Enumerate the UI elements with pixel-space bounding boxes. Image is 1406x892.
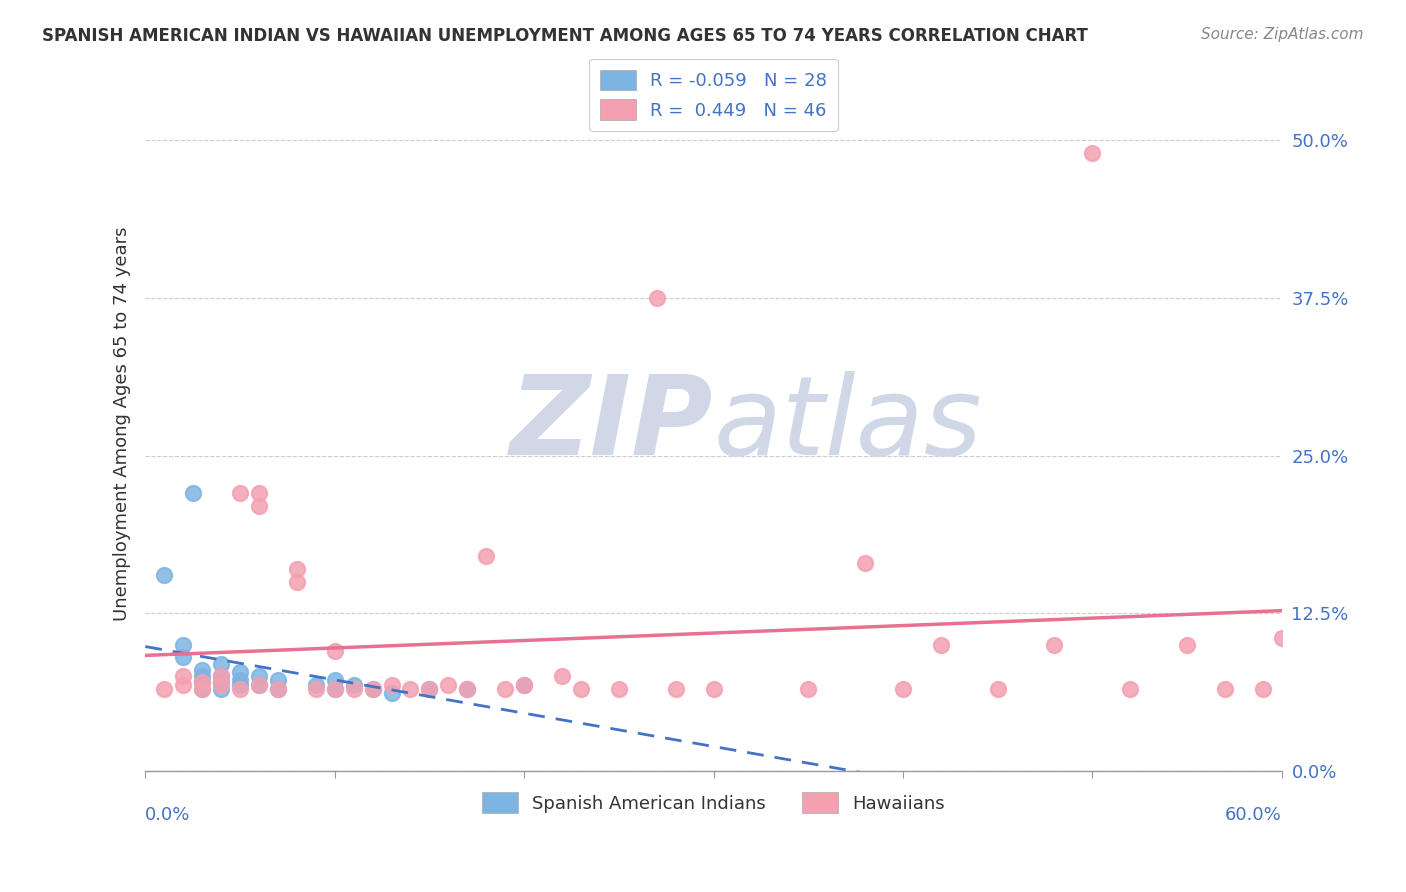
Point [191, 675, 214, 690]
Point [361, 681, 384, 696]
Point [1213, 681, 1236, 696]
Text: 60.0%: 60.0% [1225, 806, 1282, 824]
Point [513, 678, 536, 692]
Legend: Spanish American Indians, Hawaiians: Spanish American Indians, Hawaiians [471, 781, 956, 824]
Point [418, 681, 440, 696]
Point [229, 486, 252, 500]
Point [343, 678, 366, 692]
Point [1119, 681, 1142, 696]
Point [191, 663, 214, 677]
Point [209, 681, 232, 696]
Point [172, 678, 194, 692]
Point [343, 681, 366, 696]
Text: SPANISH AMERICAN INDIAN VS HAWAIIAN UNEMPLOYMENT AMONG AGES 65 TO 74 YEARS CORRE: SPANISH AMERICAN INDIAN VS HAWAIIAN UNEM… [42, 27, 1088, 45]
Point [305, 681, 328, 696]
Point [247, 678, 270, 692]
Y-axis label: Unemployment Among Ages 65 to 74 years: Unemployment Among Ages 65 to 74 years [114, 227, 131, 622]
Point [475, 549, 498, 564]
Point [191, 681, 214, 696]
Point [929, 638, 952, 652]
Point [797, 681, 820, 696]
Point [209, 678, 232, 692]
Point [456, 681, 478, 696]
Point [267, 673, 290, 687]
Point [153, 568, 176, 582]
Text: ZIP: ZIP [510, 370, 713, 477]
Point [323, 673, 346, 687]
Point [891, 681, 914, 696]
Point [247, 678, 270, 692]
Point [645, 291, 668, 305]
Point [418, 681, 440, 696]
Point [569, 681, 592, 696]
Point [172, 650, 194, 665]
Point [1175, 638, 1198, 652]
Point [209, 669, 232, 683]
Point [229, 665, 252, 680]
Point [853, 556, 876, 570]
Text: atlas: atlas [713, 370, 983, 477]
Point [456, 681, 478, 696]
Text: Source: ZipAtlas.com: Source: ZipAtlas.com [1201, 27, 1364, 42]
Point [702, 681, 724, 696]
Point [247, 669, 270, 683]
Point [380, 685, 402, 699]
Point [191, 675, 214, 690]
Point [285, 562, 308, 576]
Point [987, 681, 1010, 696]
Point [1251, 681, 1274, 696]
Point [229, 673, 252, 687]
Point [191, 669, 214, 683]
Point [267, 681, 290, 696]
Point [172, 638, 194, 652]
Point [181, 486, 204, 500]
Point [665, 681, 688, 696]
Point [172, 669, 194, 683]
Point [1043, 638, 1066, 652]
Text: 0.0%: 0.0% [145, 806, 191, 824]
Point [399, 681, 422, 696]
Point [323, 681, 346, 696]
Point [323, 681, 346, 696]
Point [437, 678, 460, 692]
Point [229, 678, 252, 692]
Point [247, 486, 270, 500]
Point [1271, 632, 1294, 646]
Point [380, 678, 402, 692]
Point [191, 681, 214, 696]
Point [361, 681, 384, 696]
Point [305, 678, 328, 692]
Point [153, 681, 176, 696]
Point [229, 681, 252, 696]
Point [209, 675, 232, 690]
Point [607, 681, 630, 696]
Point [494, 681, 516, 696]
Point [551, 669, 574, 683]
Point [209, 657, 232, 671]
Point [1081, 146, 1104, 161]
Point [513, 678, 536, 692]
Point [209, 669, 232, 683]
Point [247, 499, 270, 513]
Point [323, 644, 346, 658]
Point [285, 574, 308, 589]
Point [267, 681, 290, 696]
